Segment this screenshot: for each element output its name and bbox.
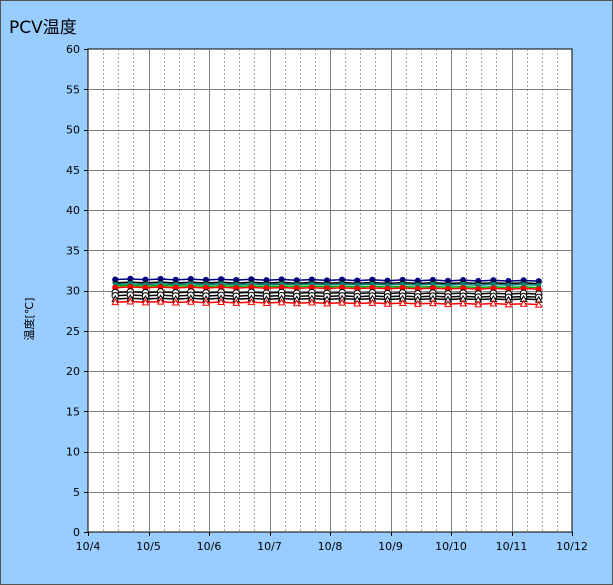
data-point (398, 298, 407, 307)
data-point (368, 298, 377, 306)
data-point (534, 300, 543, 308)
x-tick-label: 10/5 (136, 540, 161, 553)
y-tick-label: 25 (66, 325, 80, 338)
data-point (413, 299, 422, 307)
data-point (383, 299, 392, 307)
x-tick-label: 10/6 (197, 540, 222, 553)
data-point (247, 298, 256, 306)
data-point (474, 300, 483, 308)
data-point (444, 300, 452, 308)
data-point (489, 299, 498, 307)
y-tick-label: 40 (66, 204, 80, 217)
x-tick-label: 10/9 (378, 540, 403, 553)
data-point (232, 298, 241, 306)
data-point (141, 298, 150, 306)
series-9 (111, 297, 543, 308)
y-tick-label: 0 (73, 526, 80, 539)
data-point (262, 298, 271, 307)
y-tick-label: 20 (66, 365, 80, 378)
x-tick-label: 10/4 (76, 540, 101, 553)
data-point (111, 298, 120, 306)
y-tick-label: 55 (66, 83, 80, 96)
data-point (459, 299, 467, 307)
data-point (156, 297, 165, 305)
x-tick-label: 10/12 (556, 540, 588, 553)
data-point (353, 299, 362, 307)
y-tick-label: 50 (66, 124, 80, 137)
x-tick-label: 10/11 (496, 540, 528, 553)
data-point (292, 299, 301, 307)
y-tick-label: 35 (66, 244, 80, 257)
y-tick-label: 5 (73, 486, 80, 499)
data-point (323, 299, 331, 307)
series-group (111, 275, 543, 308)
y-tick-label: 45 (66, 164, 80, 177)
data-point (171, 298, 180, 306)
data-point (504, 300, 513, 308)
x-tick-label: 10/7 (257, 540, 282, 553)
data-point (217, 297, 225, 305)
y-tick-label: 15 (66, 405, 80, 418)
data-point (126, 297, 135, 305)
y-tick-label: 30 (66, 285, 80, 298)
y-tick-label: 60 (66, 43, 80, 56)
data-point (308, 298, 316, 306)
data-point (519, 299, 528, 307)
x-tick-label: 10/8 (318, 540, 343, 553)
chart-title: PCV温度 (9, 18, 77, 38)
data-point (338, 298, 346, 306)
data-point (429, 299, 437, 307)
data-point (187, 297, 195, 305)
data-point (202, 298, 210, 306)
axes: 0 5 10 15 20 25 30 35 40 45 50 55 60 10/4 10/5 10/6 10/7… (66, 43, 588, 553)
data-point (277, 298, 286, 306)
x-tick-label: 10/10 (435, 540, 467, 553)
y-tick-label: 10 (66, 446, 80, 459)
